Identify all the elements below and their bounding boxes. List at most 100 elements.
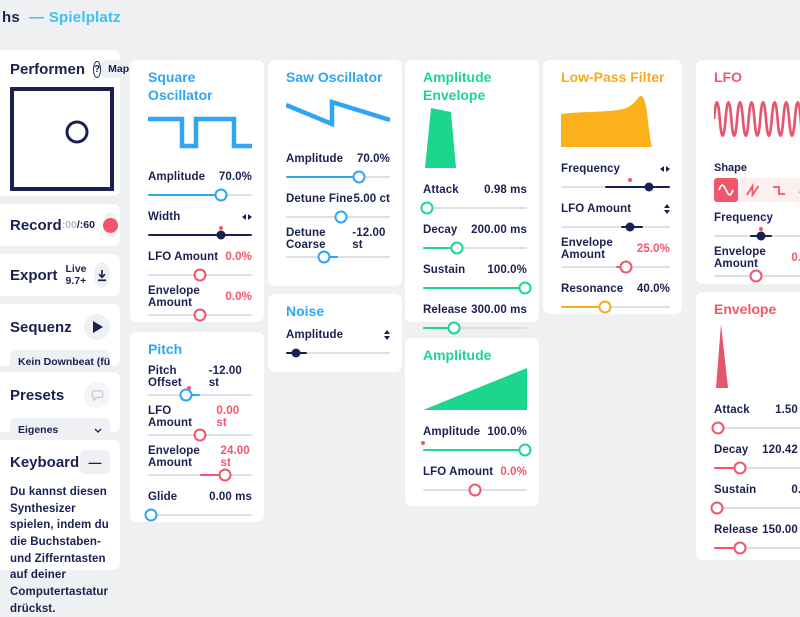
panel-title: Pitch (148, 341, 183, 357)
comment-button[interactable] (84, 382, 110, 408)
slider-track[interactable] (286, 345, 390, 361)
sine-wave-graphic (712, 92, 800, 152)
perform-title: Performen (10, 60, 86, 78)
slider-track[interactable] (148, 307, 252, 323)
slider-glide: Glide 0.00 ms (144, 490, 252, 523)
slider-lfo-amount: LFO Amount 0.0% (423, 465, 527, 498)
slider-label: Sustain (714, 484, 757, 496)
slider-track[interactable] (423, 280, 532, 296)
slider-track[interactable] (144, 507, 252, 523)
slider-track[interactable] (148, 187, 252, 203)
panel-title: Amplitude Envelope (423, 69, 492, 103)
collapse-button[interactable]: — (80, 450, 110, 474)
presets-dropdown[interactable]: Eigenes (10, 418, 110, 442)
slider-track[interactable] (421, 441, 532, 458)
slider-track[interactable] (561, 178, 670, 195)
slider-release: Release 300.00 ms (423, 303, 527, 336)
slider-track[interactable] (710, 500, 800, 516)
slider-value: 25.0% (636, 243, 670, 255)
slider-track[interactable] (286, 249, 390, 265)
sequence-panel: Sequenz Kein Downbeat (für D (0, 304, 120, 374)
slider-track[interactable] (420, 200, 527, 216)
lfo-panel: LFO Shape Frequency (696, 60, 800, 284)
record-panel: Record :00/:60 (0, 204, 120, 246)
shape-square-button[interactable] (768, 178, 792, 202)
slider-label: Release (423, 304, 468, 316)
slider-label: Amplitude (286, 329, 344, 341)
slider-track[interactable] (714, 227, 800, 244)
slider-track[interactable] (286, 169, 390, 185)
slider-label: Glide (148, 491, 178, 503)
slider-track[interactable] (423, 320, 527, 336)
shape-saw-button[interactable] (741, 178, 765, 202)
export-panel: Export Live 9.7+ (0, 254, 120, 296)
slider-label: Decay (714, 444, 749, 456)
shape-sine-button[interactable] (714, 178, 738, 202)
download-button[interactable] (93, 262, 110, 288)
slider-track[interactable] (561, 219, 670, 235)
page-title: hs — Spielplatz (2, 9, 121, 26)
shape-random-button[interactable] (794, 178, 800, 202)
play-button[interactable] (84, 314, 110, 340)
slider-width: Width (148, 210, 252, 243)
saw-oscillator-panel: Saw Oscillator Amplitude 70.0% Detune Fin… (268, 60, 402, 286)
record-icon (102, 217, 118, 233)
slider-track[interactable] (561, 299, 670, 315)
slider-label: Decay (423, 224, 458, 236)
slider-envelope-amount: Envelope Amount 0.0% (148, 285, 252, 323)
slider-amplitude: Amplitude (286, 328, 390, 361)
slider-label: Envelope Amount (714, 246, 766, 270)
slider-label: Envelope Amount (148, 445, 200, 469)
slider-value: -12.00 st (352, 227, 386, 251)
xy-cursor[interactable] (65, 120, 89, 144)
slider-track[interactable] (561, 259, 670, 275)
shape-label: Shape (714, 162, 748, 174)
slider-track[interactable] (423, 482, 527, 498)
slider-label: Frequency (714, 212, 774, 224)
slider-track[interactable] (148, 226, 252, 243)
amplitude-envelope-panel: Amplitude Envelope Attack 0.98 ms Decay 20… (405, 60, 539, 335)
xy-pad[interactable] (10, 87, 114, 191)
slider-track[interactable] (714, 268, 800, 284)
slider-track[interactable] (148, 267, 252, 283)
slider-track[interactable] (148, 386, 252, 403)
envelope-spike-graphic (714, 324, 800, 393)
download-icon (97, 270, 106, 282)
slider-label: Detune Fine (286, 193, 353, 205)
slider-amplitude: Amplitude 70.0% (148, 170, 252, 203)
slider-value: 120.42 ms (762, 444, 800, 456)
panel-title: Square Oscillator (148, 69, 213, 103)
slider-track[interactable] (286, 209, 390, 225)
saw-icon (745, 183, 759, 197)
slider-lfo-amount: LFO Amount 0.0% (148, 250, 252, 283)
slider-track[interactable] (711, 420, 800, 436)
keyboard-description: Du kannst diesen Synthesizer spielen, in… (10, 486, 109, 615)
envelope-shape-graphic (423, 108, 527, 173)
sine-icon (718, 184, 734, 196)
slider-value: 0.0% (500, 466, 527, 478)
slider-label: Amplitude (423, 426, 481, 438)
record-elapsed: :00 (61, 219, 77, 231)
slider-label: LFO Amount (423, 466, 494, 478)
slider-track[interactable] (714, 460, 800, 476)
presets-title: Presets (10, 386, 65, 404)
slider-value: 200.00 ms (471, 224, 527, 236)
slider-amplitude: Amplitude 100.0% (421, 425, 532, 458)
slider-track[interactable] (423, 240, 527, 256)
slider-track[interactable] (148, 427, 252, 443)
slider-value: 100.0% (487, 264, 527, 276)
ramp-graphic (423, 368, 527, 415)
help-icon[interactable]: ? (93, 60, 102, 78)
speech-bubble-icon (91, 389, 103, 402)
slider-track[interactable] (714, 540, 800, 556)
slider-sustain: Sustain 0.0% (710, 483, 800, 516)
record-button[interactable] (102, 212, 118, 238)
map-button[interactable]: Map (101, 60, 137, 78)
sequence-dropdown[interactable]: Kein Downbeat (für D (10, 350, 110, 374)
slider-value: 300.00 ms (471, 304, 527, 316)
slider-track[interactable] (148, 467, 252, 483)
slider-detune-fine: Detune Fine 5.00 ct (286, 192, 390, 225)
export-badge: Live 9.7+ (65, 263, 87, 287)
slider-label: Pitch Offset (148, 365, 182, 389)
presets-dropdown-value: Eigenes (18, 424, 59, 436)
